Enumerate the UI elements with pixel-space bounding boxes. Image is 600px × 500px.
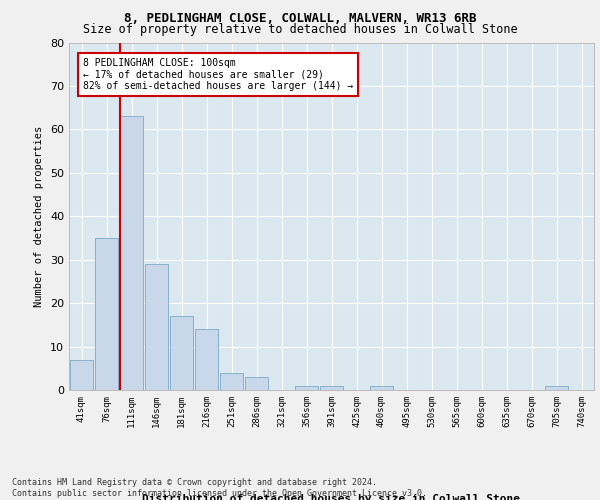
Bar — [95, 238, 118, 390]
Text: Size of property relative to detached houses in Colwall Stone: Size of property relative to detached ho… — [83, 22, 517, 36]
Bar — [245, 377, 268, 390]
Bar — [70, 360, 93, 390]
Bar — [320, 386, 343, 390]
Bar — [370, 386, 393, 390]
Y-axis label: Number of detached properties: Number of detached properties — [34, 126, 44, 307]
Text: Contains HM Land Registry data © Crown copyright and database right 2024.
Contai: Contains HM Land Registry data © Crown c… — [12, 478, 427, 498]
Text: 8, PEDLINGHAM CLOSE, COLWALL, MALVERN, WR13 6RB: 8, PEDLINGHAM CLOSE, COLWALL, MALVERN, W… — [124, 12, 476, 26]
Bar — [195, 329, 218, 390]
Bar — [120, 116, 143, 390]
Bar — [220, 372, 243, 390]
Bar — [170, 316, 193, 390]
Bar — [545, 386, 568, 390]
X-axis label: Distribution of detached houses by size in Colwall Stone: Distribution of detached houses by size … — [143, 494, 521, 500]
Bar — [295, 386, 318, 390]
Text: 8 PEDLINGHAM CLOSE: 100sqm
← 17% of detached houses are smaller (29)
82% of semi: 8 PEDLINGHAM CLOSE: 100sqm ← 17% of deta… — [83, 58, 353, 91]
Bar — [145, 264, 168, 390]
